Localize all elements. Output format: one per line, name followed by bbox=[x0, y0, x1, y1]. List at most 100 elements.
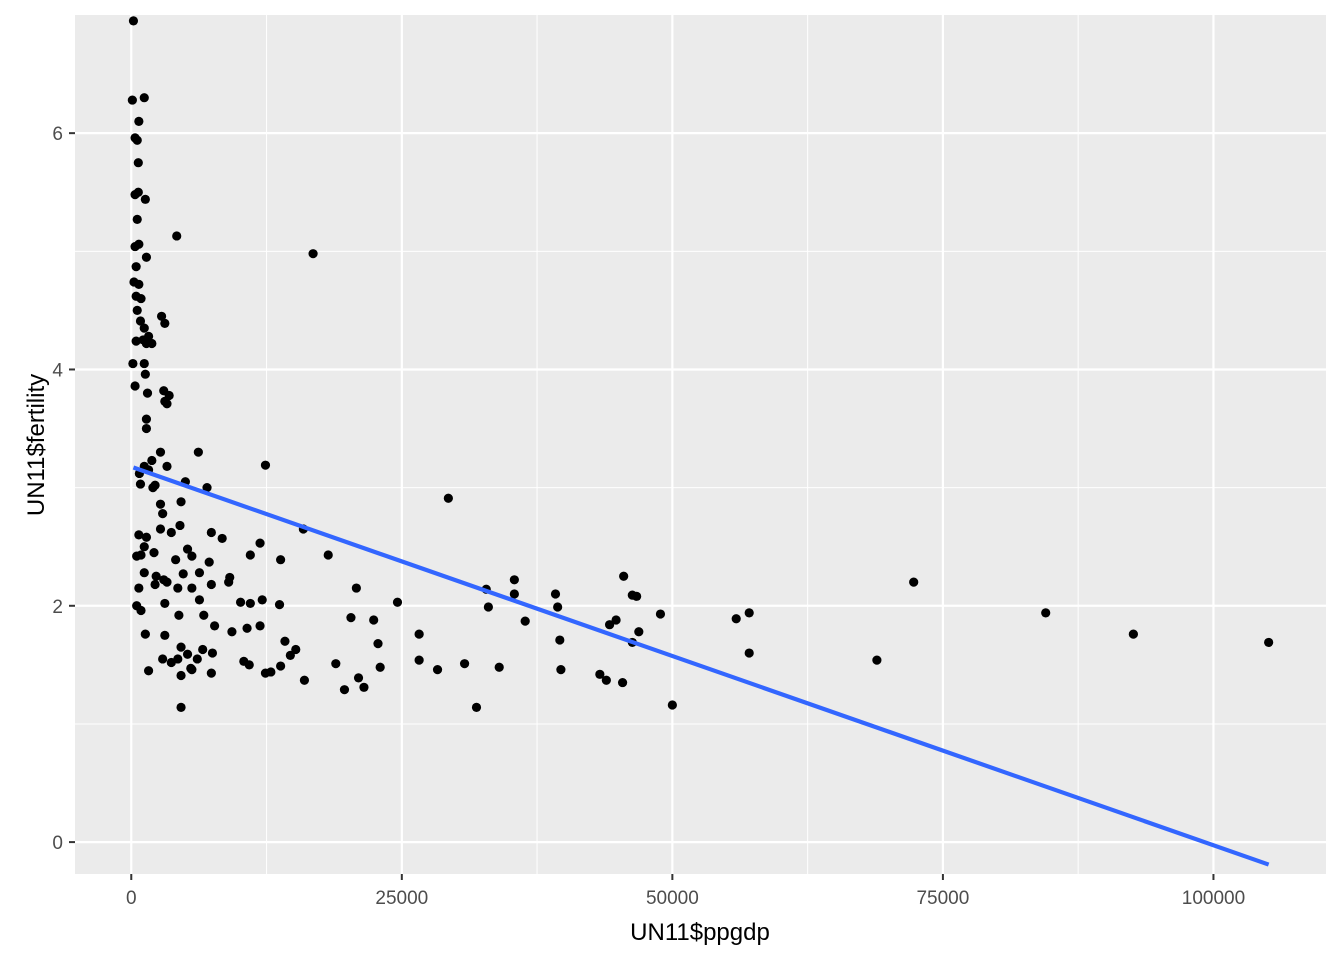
data-point bbox=[276, 555, 286, 565]
data-point bbox=[556, 664, 566, 675]
data-point bbox=[173, 583, 183, 593]
data-point bbox=[604, 620, 615, 630]
data-point bbox=[509, 589, 519, 599]
data-point bbox=[204, 557, 214, 567]
data-point bbox=[136, 550, 146, 560]
data-point bbox=[520, 616, 530, 626]
data-point bbox=[131, 336, 141, 346]
data-point bbox=[136, 293, 146, 304]
y-axis-ticks: 0 2 4 6 bbox=[52, 124, 75, 854]
x-tick-label: 100000 bbox=[1182, 888, 1245, 909]
data-point bbox=[550, 589, 561, 599]
data-point bbox=[139, 358, 149, 369]
data-point bbox=[162, 577, 172, 587]
data-point bbox=[308, 249, 318, 259]
data-point bbox=[1264, 637, 1274, 648]
data-point bbox=[132, 305, 142, 315]
data-point bbox=[192, 654, 202, 664]
data-point bbox=[353, 673, 364, 683]
data-point bbox=[143, 331, 154, 341]
data-point bbox=[156, 311, 167, 321]
data-point bbox=[130, 381, 140, 391]
data-point bbox=[178, 569, 188, 579]
x-axis-title: UN11$ppgdp bbox=[630, 919, 770, 946]
data-point bbox=[134, 583, 144, 593]
data-point bbox=[443, 493, 453, 503]
data-point bbox=[414, 629, 424, 639]
data-point bbox=[187, 551, 197, 561]
data-point bbox=[194, 568, 205, 578]
data-point bbox=[172, 231, 182, 241]
data-point bbox=[140, 369, 150, 379]
data-point bbox=[176, 702, 186, 712]
data-point bbox=[619, 571, 629, 581]
x-tick-label: 0 bbox=[126, 888, 137, 909]
data-point bbox=[291, 644, 301, 655]
data-point bbox=[1041, 608, 1051, 618]
data-point bbox=[140, 629, 150, 639]
data-point bbox=[375, 662, 385, 672]
regression-line-group bbox=[132, 465, 1270, 867]
data-point bbox=[392, 597, 403, 607]
data-point bbox=[132, 214, 142, 225]
data-point bbox=[147, 338, 157, 349]
data-point bbox=[160, 630, 170, 640]
data-point bbox=[210, 621, 220, 631]
data-point bbox=[155, 499, 166, 509]
data-point bbox=[134, 116, 144, 126]
data-point bbox=[155, 447, 166, 457]
y-tick-label: 6 bbox=[52, 124, 63, 145]
data-point bbox=[187, 583, 197, 593]
data-point bbox=[655, 609, 666, 619]
data-point bbox=[162, 399, 172, 409]
data-point bbox=[667, 700, 677, 710]
data-point bbox=[266, 667, 276, 677]
data-points bbox=[127, 16, 1274, 712]
data-point bbox=[483, 602, 493, 612]
data-point bbox=[1128, 629, 1138, 639]
data-point bbox=[176, 670, 186, 681]
data-point bbox=[731, 614, 741, 624]
data-point bbox=[133, 187, 143, 197]
plot-panel bbox=[75, 15, 1326, 874]
data-point bbox=[373, 638, 383, 649]
data-point bbox=[459, 659, 470, 669]
data-point bbox=[323, 550, 333, 560]
data-point bbox=[359, 682, 369, 692]
data-point bbox=[176, 642, 186, 652]
data-point bbox=[227, 627, 237, 637]
data-point bbox=[150, 579, 160, 590]
data-point bbox=[202, 483, 212, 493]
data-point bbox=[139, 93, 149, 103]
data-point bbox=[187, 664, 197, 675]
data-point bbox=[139, 323, 149, 333]
data-point bbox=[194, 595, 205, 605]
data-point bbox=[553, 602, 563, 612]
data-point bbox=[132, 135, 142, 145]
data-point bbox=[207, 648, 218, 658]
data-point bbox=[872, 655, 882, 665]
data-point bbox=[158, 509, 168, 519]
data-point bbox=[346, 612, 356, 623]
data-point bbox=[339, 685, 350, 695]
data-point bbox=[242, 623, 252, 633]
data-point bbox=[611, 615, 621, 625]
data-point bbox=[134, 530, 144, 540]
data-point bbox=[135, 316, 146, 326]
x-tick-label: 25000 bbox=[375, 888, 428, 909]
data-point bbox=[471, 702, 482, 712]
data-point bbox=[255, 621, 265, 631]
x-tick-label: 50000 bbox=[646, 888, 699, 909]
data-point bbox=[134, 239, 144, 249]
minor-gridlines bbox=[75, 15, 1326, 874]
data-point bbox=[909, 577, 919, 587]
data-point bbox=[217, 533, 227, 544]
data-point bbox=[148, 483, 158, 493]
data-point bbox=[166, 527, 176, 538]
data-point bbox=[255, 538, 265, 548]
data-point bbox=[176, 497, 186, 507]
data-point bbox=[128, 358, 138, 369]
data-point bbox=[245, 598, 255, 609]
data-point bbox=[601, 675, 611, 685]
